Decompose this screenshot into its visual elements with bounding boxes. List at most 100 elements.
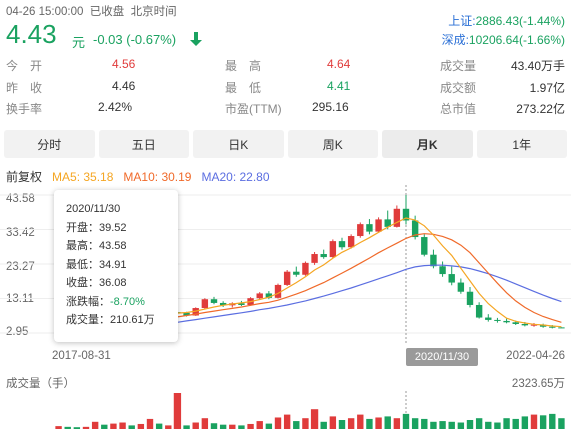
ma10-label: MA10: 30.19 — [123, 170, 192, 184]
timezone-label: 北京时间 — [130, 6, 177, 18]
ma5-label: MA5: 35.18 — [52, 170, 114, 184]
volume-bar — [338, 420, 346, 429]
adjust-mode-label[interactable]: 前复权 — [6, 170, 43, 184]
candle-body — [201, 299, 209, 309]
volume-bar-highlight — [310, 409, 319, 429]
volume-bar — [466, 420, 474, 429]
volume-bar — [430, 421, 437, 429]
volume-bar — [155, 423, 163, 429]
candle-body — [347, 236, 355, 248]
down-arrow-icon — [189, 31, 203, 50]
volume-bar — [283, 414, 291, 429]
volume-bar — [539, 415, 547, 429]
volume-bar — [411, 418, 419, 429]
tooltip-close: 收盘：36.08 — [66, 277, 127, 289]
index-quote-shenzhen[interactable]: 深成:10206.64(-1.66%) — [441, 33, 565, 47]
volume-bar — [384, 416, 391, 429]
volume-bar — [530, 414, 538, 429]
candle-body — [320, 254, 327, 258]
volume-bar — [512, 418, 519, 429]
candle-body — [384, 219, 391, 227]
candle-body — [402, 208, 410, 221]
volume-bar — [558, 418, 565, 429]
candle-body — [238, 303, 245, 305]
candle-body — [421, 237, 428, 255]
tab-weekly-k[interactable]: 周K — [287, 130, 378, 158]
volume-bar — [421, 418, 428, 429]
volume-bar — [320, 421, 327, 429]
candle-body — [256, 293, 263, 299]
tab-daily-k[interactable]: 日K — [193, 130, 284, 158]
stat-pe-value: 295.16 — [312, 100, 349, 114]
volume-bar — [128, 425, 135, 429]
volume-bar — [165, 425, 172, 429]
candle-body — [439, 266, 446, 275]
volume-bar — [457, 422, 465, 429]
candle-body — [375, 219, 382, 232]
tab-monthly-k[interactable]: 月K — [382, 130, 473, 158]
tab-intraday[interactable]: 分时 — [4, 130, 95, 158]
volume-bar — [101, 424, 108, 429]
stat-high-label: 最 高 — [225, 59, 262, 73]
volume-bar — [402, 413, 410, 429]
volume-bar — [448, 421, 455, 429]
volume-bar — [210, 423, 218, 429]
header-datetime: 04-26 15:00:00 已收盘 北京时间 — [6, 3, 177, 19]
x-tick-end: 2022-04-26 — [506, 350, 565, 362]
price-change: -0.03 (-0.67%) — [93, 32, 177, 47]
volume-bar — [485, 421, 492, 429]
volume-bar — [91, 421, 99, 429]
volume-bar — [274, 417, 282, 429]
candle-body — [329, 241, 337, 258]
volume-max: 2323.65万 — [511, 378, 565, 390]
candle-body — [466, 291, 474, 305]
volume-bar — [229, 424, 236, 429]
tooltip-open: 开盘：39.52 — [66, 221, 127, 234]
candle-body — [293, 271, 300, 275]
volume-bar — [475, 418, 483, 429]
volume-bar — [119, 422, 126, 429]
candle-body — [475, 304, 483, 318]
candle-body — [430, 254, 437, 267]
candle-body — [192, 308, 199, 316]
volume-bar — [439, 421, 446, 429]
stat-high-value: 4.64 — [327, 57, 351, 71]
candle-body — [210, 299, 218, 303]
candle-body — [183, 312, 190, 316]
volume-bar — [393, 418, 401, 429]
candle-body — [485, 317, 492, 320]
volume-bar — [329, 416, 337, 429]
volume-bar — [183, 425, 190, 429]
tab-one-year[interactable]: 1年 — [476, 130, 567, 158]
stat-cap-label: 总市值 — [440, 102, 477, 116]
index-quote-shanghai[interactable]: 上证:2886.43(-1.44%) — [448, 14, 565, 28]
volume-bar — [137, 423, 145, 429]
candle-body — [338, 241, 346, 248]
volume-bar — [357, 414, 364, 429]
volume-bar — [293, 421, 300, 429]
candle-body — [539, 324, 547, 327]
volume-bar — [64, 426, 71, 429]
y-tick-1: 43.58 — [6, 193, 35, 205]
stat-amt-value: 1.97亿 — [529, 81, 565, 95]
current-price: 4.43 — [6, 19, 57, 49]
candle-body — [549, 326, 556, 328]
candle-body — [311, 254, 318, 263]
candle-body — [448, 274, 455, 283]
stat-open-label: 今 开 — [6, 59, 43, 73]
volume-bar — [366, 418, 373, 429]
stat-vol-value: 43.40万手 — [510, 59, 565, 73]
candle-body — [521, 323, 529, 326]
stat-cap-value: 273.22亿 — [516, 102, 565, 116]
volume-bar — [247, 423, 254, 429]
tooltip-volume: 成交量：210.61万 — [66, 314, 155, 326]
datetime-text: 04-26 15:00:00 — [6, 6, 84, 18]
price-unit: 元 — [72, 35, 86, 50]
candle-body — [512, 322, 519, 324]
volume-bar — [265, 423, 273, 429]
tab-five-day[interactable]: 五日 — [98, 130, 189, 158]
volume-chart[interactable] — [0, 391, 571, 429]
tooltip-date: 2020/11/30 — [66, 203, 121, 215]
y-tick-5: 2.95 — [6, 326, 29, 338]
stat-prev-value: 4.46 — [112, 79, 136, 93]
